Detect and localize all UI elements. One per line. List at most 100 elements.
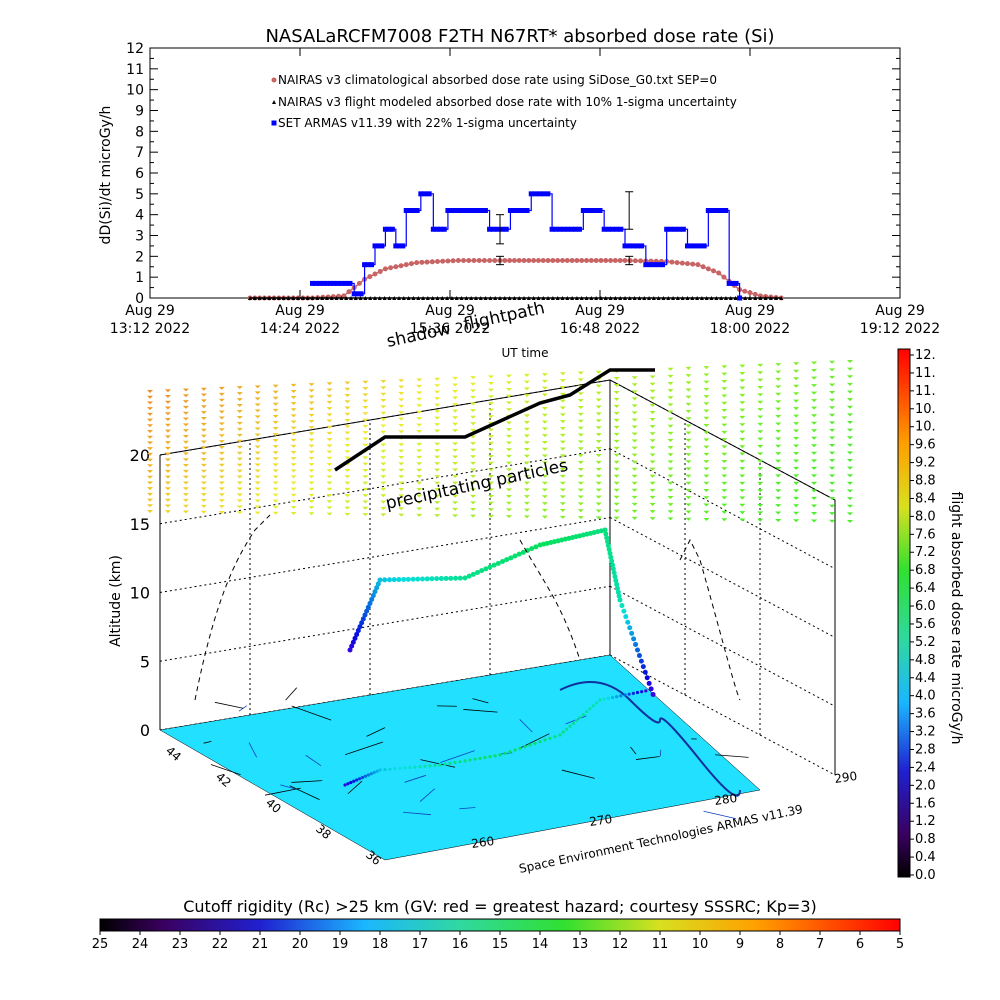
particle-marker [613,376,620,380]
particle-marker [290,505,297,509]
particle-marker [290,444,297,448]
particle-marker [218,487,225,491]
particle-marker [739,489,746,493]
particle-marker [236,499,243,503]
particle-marker [452,468,459,472]
data-point-nairas-flight [723,296,728,300]
particle-marker [595,467,602,471]
particle-marker [218,475,225,479]
flightpath-point [629,630,635,636]
map-boundary [519,719,533,733]
flightpath-ground-point [433,763,437,768]
particle-marker [434,514,441,518]
particle-marker [559,461,566,465]
flightpath-point [375,581,381,587]
particle-marker [847,428,853,432]
data-point-nairas-flight [454,296,459,300]
particle-marker [523,414,530,418]
particle-marker [362,405,369,409]
colorbar-tick-label: 4.8 [915,653,936,668]
particle-marker [236,409,243,413]
particle-marker [164,400,171,404]
flightpath-ground-point [388,767,392,771]
flightpath-point [607,550,613,556]
colorbar-tick-label: 7 [816,937,824,952]
particle-marker [254,451,261,455]
data-point-armas [339,280,345,286]
particle-marker [577,392,584,396]
y-tick-label: 11 [126,62,144,78]
particle-marker [721,496,728,500]
particle-marker [667,517,674,521]
particle-marker [434,488,441,492]
particle-marker [344,500,351,504]
particle-marker [739,496,746,500]
particle-marker [488,455,495,459]
colorbar-tick-label: 6 [856,937,864,952]
particle-marker [559,468,566,472]
particle-marker [721,503,728,507]
particle-marker [200,440,207,444]
particle-marker [200,499,207,503]
data-point-armas [719,208,725,213]
map-boundary [440,750,475,763]
particle-marker [416,468,423,472]
particle-marker [326,469,333,473]
particle-marker [254,445,261,449]
particle-marker [218,463,225,467]
particle-marker [613,474,620,478]
particle-marker [434,423,441,427]
particle-marker [434,468,441,472]
data-point-nairas-flight [445,296,450,300]
particle-marker [326,506,333,510]
data-point-nairas-flight [435,296,440,300]
data-point-nairas-clim [747,290,753,296]
particle-marker [470,389,477,393]
colorbar-tick-label: 7.2 [915,545,936,560]
particle-marker [505,434,512,438]
data-point-nairas-flight [291,296,296,300]
particle-marker [793,377,800,381]
particle-marker [703,431,710,435]
particle-marker [488,375,495,379]
particle-marker [847,520,853,523]
particle-marker [470,481,477,485]
particle-marker [147,435,153,439]
particle-marker [308,500,315,503]
z-tick-label: 5 [140,652,150,671]
particle-marker [703,496,710,500]
y-tick-label: 10 [126,83,144,99]
particle-marker [595,488,602,492]
particle-marker [721,379,728,383]
particle-marker [416,481,423,485]
data-point-nairas-clim [516,258,522,263]
colorbar-tick-label: 20 [292,937,309,952]
particle-marker [308,438,315,442]
particle-marker [793,496,800,500]
particle-marker [470,402,477,406]
particle-marker [577,440,584,444]
particle-marker [523,508,530,512]
particle-marker [685,481,692,485]
particle-marker [829,466,836,470]
particle-marker [470,442,477,446]
particle-marker [272,451,279,455]
particle-marker [721,518,728,522]
data-point-armas [482,208,488,213]
particle-marker [164,510,171,514]
data-point-nairas-clim [685,261,690,267]
particle-marker [272,402,279,406]
particle-marker [505,508,512,512]
particle-marker [398,404,405,408]
longitude-tick-label: 290 [833,769,858,786]
particle-marker [398,424,405,428]
particle-marker [416,404,423,408]
data-point-armas [705,208,711,213]
particle-marker [416,500,423,504]
flightpath-ground-point [615,695,619,699]
data-point-nairas-flight [310,296,315,300]
particle-marker [631,474,638,478]
data-point-nairas-flight [339,296,344,300]
flightpath-ground-point [369,772,373,776]
particle-marker [757,415,764,419]
